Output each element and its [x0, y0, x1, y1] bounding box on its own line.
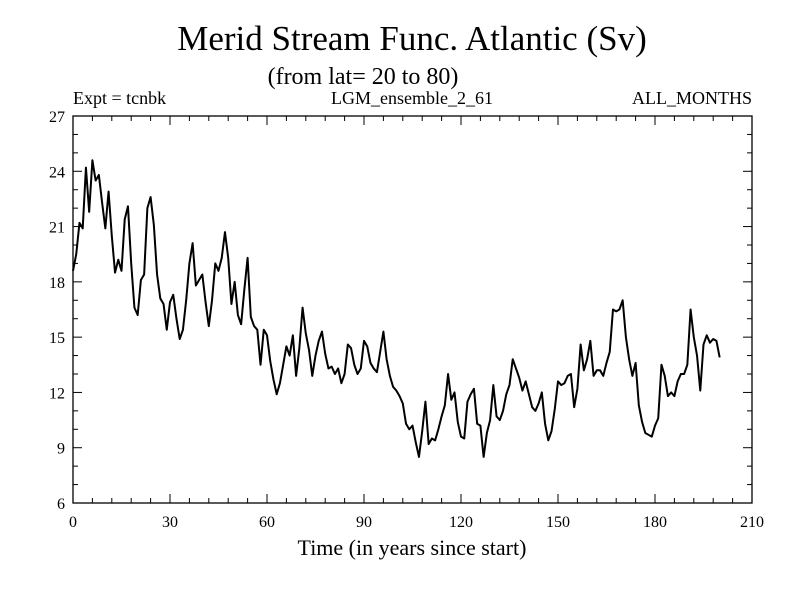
chart-subtitle: (from lat= 20 to 80)	[268, 64, 459, 90]
x-tick-label: 60	[259, 514, 275, 531]
y-tick-label: 21	[49, 220, 65, 237]
y-tick-label: 24	[49, 164, 65, 181]
x-tick-label: 150	[546, 514, 570, 531]
x-axis-label: Time (in years since start)	[298, 535, 527, 560]
series-line-tcnbk	[72, 159, 721, 458]
y-tick-label: 6	[57, 496, 65, 513]
y-tick-label: 18	[49, 275, 65, 292]
x-tick-label: 0	[69, 514, 77, 531]
x-tick-label: 90	[356, 514, 372, 531]
x-tick-label: 210	[740, 514, 764, 531]
x-tick-label: 30	[162, 514, 178, 531]
chart-title: Merid Stream Func. Atlantic (Sv)	[177, 19, 647, 58]
x-tick-label: 180	[643, 514, 667, 531]
plot-frame	[72, 115, 753, 504]
y-tick-label: 27	[49, 109, 65, 126]
months-label: ALL_MONTHS	[632, 88, 752, 108]
y-tick-label: 15	[49, 330, 65, 347]
plot-area: 0 30 60 90 120 150 180 210 6 9 12 15 18 21 24 27	[49, 109, 764, 531]
y-tick-label: 12	[49, 385, 65, 402]
ensemble-label: LGM_ensemble_2_61	[331, 88, 493, 108]
y-tick-label: 9	[57, 441, 65, 458]
experiment-label: Expt = tcnbk	[73, 88, 166, 108]
x-tick-label: 120	[449, 514, 473, 531]
